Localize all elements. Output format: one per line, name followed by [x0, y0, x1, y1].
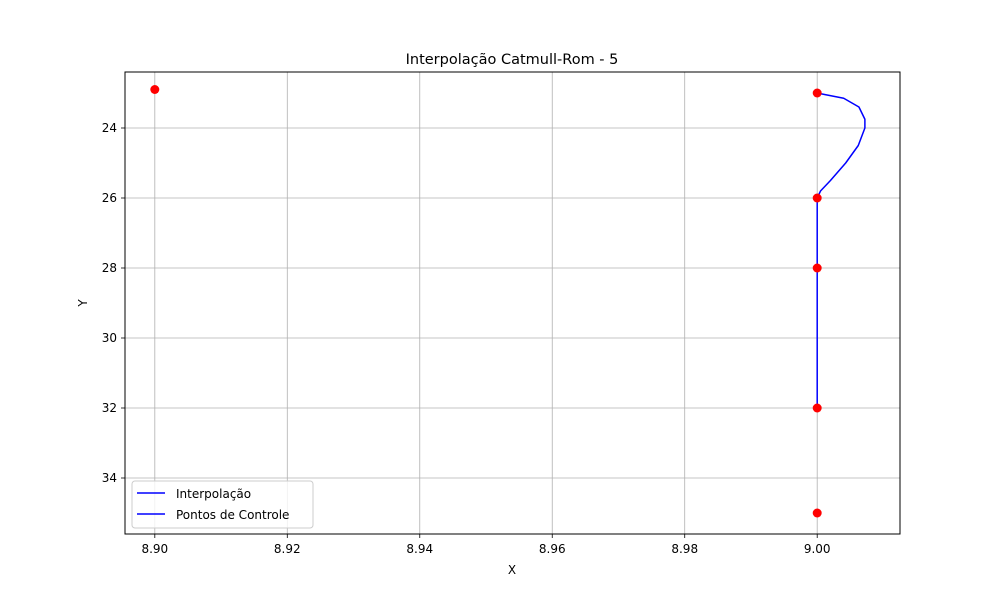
y-axis-label: Y: [76, 299, 90, 308]
x-tick-label: 9.00: [804, 542, 831, 556]
legend: Interpolação Pontos de Controle: [131, 480, 314, 529]
control-point: [812, 403, 822, 413]
control-point: [812, 508, 822, 518]
control-point: [812, 193, 822, 203]
x-tick-label: 8.94: [406, 542, 433, 556]
series-line-interpolacao: [816, 92, 866, 408]
x-tick-label: 8.96: [539, 542, 566, 556]
control-point: [812, 263, 822, 273]
plot-frame: [124, 71, 901, 535]
x-tick-label: 8.98: [671, 542, 698, 556]
control-point: [812, 88, 822, 98]
y-tick-label: 34: [102, 471, 117, 485]
chart-title: Interpolação Catmull-Rom - 5: [406, 52, 619, 68]
y-tick-label: 28: [102, 261, 117, 275]
legend-box: [131, 480, 314, 529]
y-tick-label: 32: [102, 401, 117, 415]
legend-label-interpolacao: Interpolação: [176, 487, 251, 501]
x-axis-label: X: [508, 563, 516, 577]
y-tick-label: 24: [102, 121, 117, 135]
x-tick-label: 8.90: [141, 542, 168, 556]
series-layer: [150, 85, 866, 518]
y-tick-label: 30: [102, 331, 117, 345]
control-point: [150, 85, 160, 94]
x-tick-label: 8.92: [274, 542, 301, 556]
y-tick-label: 26: [102, 191, 117, 205]
legend-label-pontos-de-controle: Pontos de Controle: [176, 508, 289, 522]
y-axis: 24 26 28 30 32 34: [102, 121, 125, 485]
grid: [125, 72, 900, 534]
x-axis: 8.90 8.92 8.94 8.96 8.98 9.00: [141, 534, 831, 556]
